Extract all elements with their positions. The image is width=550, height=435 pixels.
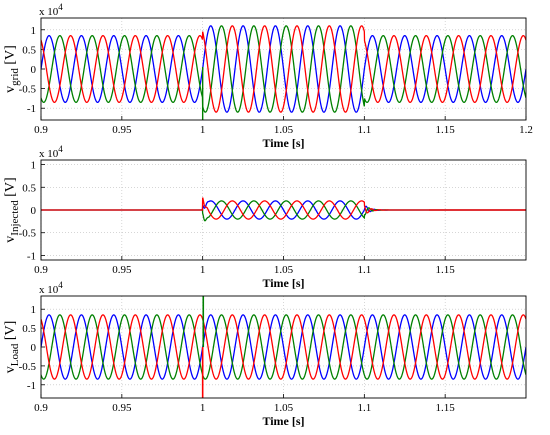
x-tick-label: 1.05 [274, 124, 294, 136]
x-tick-label: 1.15 [436, 402, 456, 414]
x-tick-label: 0.95 [112, 402, 132, 414]
chart-3: 0.9 0.95 1 1.05 1.1 1.15 1 0.5 0 -0.5 -1 x 104 Time … [3, 280, 527, 428]
x-tick-label: 1.1 [357, 124, 371, 136]
phase-line-2 [41, 314, 526, 380]
y-tick-label: 0 [31, 205, 37, 217]
y-axis-label: vInjected [V] [3, 177, 21, 242]
y-tick-label: 0 [31, 342, 37, 354]
y-tick-label: 0 [31, 64, 37, 76]
y-tick-label: -0.5 [19, 84, 37, 96]
series-group [41, 197, 526, 222]
phase-line-3 [41, 314, 526, 380]
y-exponent-label: x 104 [39, 2, 63, 18]
y-tick-label: -0.5 [19, 361, 37, 373]
y-axis-label: vgrid [V] [3, 45, 21, 93]
y-tick-label: 0.5 [22, 323, 36, 335]
x-tick-label: 1.05 [274, 264, 294, 276]
plot-frame [40, 17, 527, 121]
y-tick-label: -1 [27, 380, 36, 392]
plot-frame [40, 295, 527, 399]
y-axis-label: vLoad [V] [3, 321, 21, 374]
x-tick-label: 0.9 [34, 124, 48, 136]
x-axis-label: Time [s] [262, 414, 304, 428]
y-tick-label: -0.5 [19, 228, 37, 240]
x-tick-label: 1.15 [436, 264, 456, 276]
y-tick-label: 1 [31, 25, 37, 37]
y-tick-label: -1 [27, 103, 36, 115]
x-tick-label: 0.95 [112, 124, 132, 136]
y-exponent-label: x 104 [39, 144, 63, 160]
x-tick-label: 0.9 [34, 264, 48, 276]
y-tick-label: 0.5 [22, 182, 36, 194]
y-exponent-label: x 104 [39, 280, 63, 296]
phase-line-2 [41, 25, 526, 113]
x-tick-label: 1 [200, 264, 206, 276]
plot-frame [40, 159, 527, 261]
x-axis-label: Time [s] [262, 276, 304, 290]
phase-line-1 [41, 314, 526, 380]
phase-line-1 [41, 25, 526, 113]
x-tick-label: 1.1 [357, 402, 371, 414]
series-group [41, 25, 526, 120]
x-tick-label: 1.05 [274, 402, 294, 414]
x-tick-label: 1 [200, 402, 206, 414]
chart-2: 0.9 0.95 1 1.05 1.1 1.15 1 0.5 0 -0.5 -1 x 104 Time … [3, 144, 527, 290]
chart-1: 0.9 0.95 1 1.05 1.1 1.15 1.2 1 0.5 0 -0.5 -1 x 104 Ti… [3, 2, 533, 150]
y-tick-label: -1 [27, 250, 36, 262]
series-group [41, 296, 526, 398]
y-tick-label: 1 [31, 304, 37, 316]
x-tick-label: 0.95 [112, 264, 132, 276]
x-tick-label: 1.15 [436, 124, 456, 136]
phase-line-3 [41, 25, 526, 113]
x-tick-label: 1 [200, 124, 206, 136]
x-tick-label: 1.1 [357, 264, 371, 276]
x-axis-label: Time [s] [262, 136, 304, 150]
x-tick-label: 0.9 [34, 402, 48, 414]
y-tick-label: 0.5 [22, 44, 36, 56]
y-tick-label: 1 [31, 160, 37, 172]
x-tick-label: 1.2 [519, 124, 533, 136]
